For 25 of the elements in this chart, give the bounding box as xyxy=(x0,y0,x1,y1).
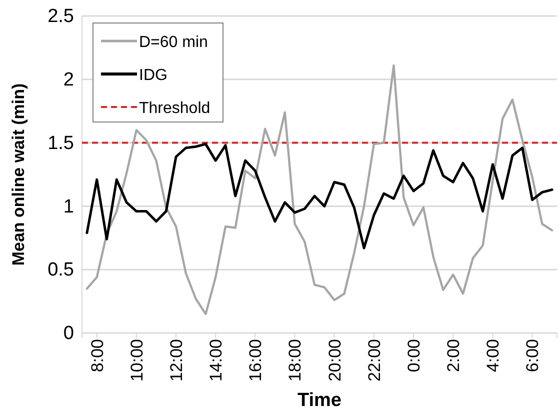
x-tick-label: 20:00 xyxy=(325,339,344,382)
x-tick-label: 22:00 xyxy=(364,339,384,382)
x-tick-label: 4:00 xyxy=(484,339,503,372)
y-tick-label: 2 xyxy=(63,69,74,90)
x-tick-label: 18:00 xyxy=(286,339,305,382)
legend-label: Threshold xyxy=(139,100,210,117)
y-tick-label: 0 xyxy=(63,323,74,344)
x-tick-label: 16:00 xyxy=(246,339,266,382)
x-tick-label: 8:00 xyxy=(88,339,107,372)
y-tick-label: 1.5 xyxy=(48,132,74,154)
x-tick-label: 2:00 xyxy=(444,339,464,372)
legend-label: D=60 min xyxy=(139,34,208,51)
x-tick-label: 14:00 xyxy=(206,339,226,382)
line-series xyxy=(86,142,554,250)
y-tick-label: 0.5 xyxy=(48,260,74,281)
legend-label: IDG xyxy=(139,67,168,84)
y-axis-title: Mean online wait (min) xyxy=(9,83,28,266)
x-axis-title: Time xyxy=(297,390,342,411)
x-tick-label: 6:00 xyxy=(523,339,542,372)
line-series xyxy=(86,64,554,316)
y-tick-label: 1 xyxy=(63,196,74,218)
x-tick-label: 12:00 xyxy=(166,339,186,382)
x-tick-label: 0:00 xyxy=(404,339,424,372)
y-tick-label: 2.5 xyxy=(48,6,74,28)
x-tick-label: 10:00 xyxy=(127,339,146,382)
